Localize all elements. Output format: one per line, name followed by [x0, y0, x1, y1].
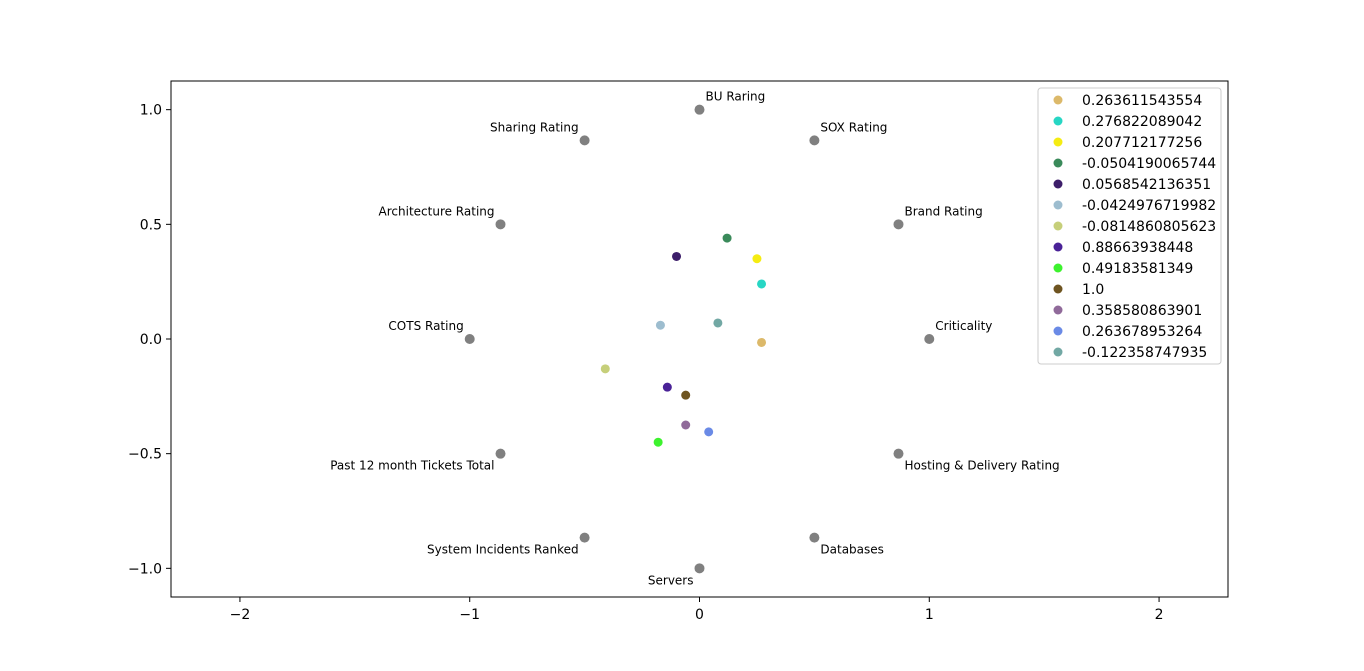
data-point	[672, 251, 682, 261]
anchor-label: Sharing Rating	[490, 120, 579, 134]
y-tick-label: 1.0	[140, 103, 162, 119]
legend-label: -0.0424976719982	[1082, 198, 1216, 214]
data-point	[757, 337, 767, 347]
legend-label: 0.207712177256	[1082, 135, 1202, 151]
legend-marker	[1053, 326, 1063, 336]
data-point	[713, 318, 723, 328]
x-tick-label: −1	[459, 607, 480, 623]
anchor-point	[495, 219, 506, 230]
legend-marker	[1053, 158, 1063, 168]
data-point	[662, 382, 672, 392]
y-tick-label: 0.0	[140, 332, 162, 348]
legend-label: 0.263678953264	[1082, 324, 1202, 340]
x-axis: −2 −1 0 1 2	[230, 597, 1164, 623]
legend-marker	[1053, 284, 1063, 294]
anchor-label: Past 12 month Tickets Total	[330, 459, 494, 473]
data-point	[704, 427, 714, 437]
anchor-point	[694, 104, 705, 115]
anchor-label: Brand Rating	[904, 204, 982, 218]
legend-marker	[1053, 221, 1063, 231]
legend-marker	[1053, 347, 1063, 357]
legend-label: 0.276822089042	[1082, 114, 1202, 130]
data-points	[600, 233, 767, 447]
y-axis: 1.0 0.5 0.0 −0.5 −1.0	[128, 103, 171, 577]
legend-label: 0.49183581349	[1082, 261, 1193, 277]
legend-label: 0.263611543554	[1082, 93, 1202, 109]
anchor-point	[893, 219, 904, 230]
anchor-point	[694, 563, 705, 574]
anchor-label: Hosting & Delivery Rating	[904, 459, 1059, 473]
legend: 0.263611543554 0.276822089042 0.2077121772…	[1037, 87, 1222, 365]
legend-marker	[1053, 242, 1063, 252]
anchor-point	[579, 135, 590, 146]
data-point	[752, 254, 762, 264]
legend-label: -0.122358747935	[1082, 345, 1207, 361]
anchor-point	[579, 532, 590, 543]
legend-marker	[1053, 200, 1063, 210]
y-tick-label: 0.5	[140, 217, 162, 233]
legend-marker	[1053, 116, 1063, 126]
anchor-points: BU Raring SOX Rating Brand Rating Criticali…	[330, 90, 1059, 588]
anchor-label: BU Raring	[706, 90, 766, 104]
legend-label: 0.88663938448	[1082, 240, 1193, 256]
y-tick-label: −1.0	[128, 561, 162, 577]
data-point	[681, 390, 691, 400]
legend-label: -0.0814860805623	[1082, 219, 1216, 235]
legend-marker	[1053, 95, 1063, 105]
legend-marker	[1053, 305, 1063, 315]
legend-label: -0.0504190065744	[1082, 156, 1216, 172]
anchor-point	[893, 448, 904, 459]
anchor-label: Databases	[820, 543, 884, 557]
data-point	[722, 233, 732, 243]
anchor-label: System Incidents Ranked	[427, 543, 579, 557]
y-tick-label: −0.5	[128, 447, 162, 463]
x-tick-label: 1	[925, 607, 934, 623]
anchor-label: COTS Rating	[388, 319, 463, 333]
anchor-point	[809, 135, 820, 146]
data-point	[655, 320, 665, 330]
data-point	[600, 364, 610, 374]
anchor-label: SOX Rating	[820, 120, 887, 134]
data-point	[757, 279, 767, 289]
legend-label: 0.358580863901	[1082, 303, 1202, 319]
anchor-label: Servers	[648, 573, 694, 587]
anchor-point	[924, 334, 935, 344]
data-point	[681, 420, 691, 430]
anchor-point	[495, 448, 506, 459]
x-tick-label: 0	[695, 607, 704, 623]
anchor-point	[809, 532, 820, 543]
legend-marker	[1053, 137, 1063, 147]
anchor-label: Criticality	[935, 319, 992, 333]
legend-marker	[1053, 179, 1063, 189]
anchor-point	[464, 334, 475, 344]
anchor-label: Architecture Rating	[379, 204, 495, 218]
legend-label: 1.0	[1082, 282, 1104, 298]
legend-box	[1037, 87, 1222, 365]
x-tick-label: 2	[1155, 607, 1164, 623]
legend-items: 0.263611543554 0.276822089042 0.2077121772…	[1053, 93, 1216, 361]
legend-label: 0.0568542136351	[1082, 177, 1211, 193]
x-tick-label: −2	[230, 607, 251, 623]
legend-marker	[1053, 263, 1063, 273]
data-point	[653, 437, 663, 447]
